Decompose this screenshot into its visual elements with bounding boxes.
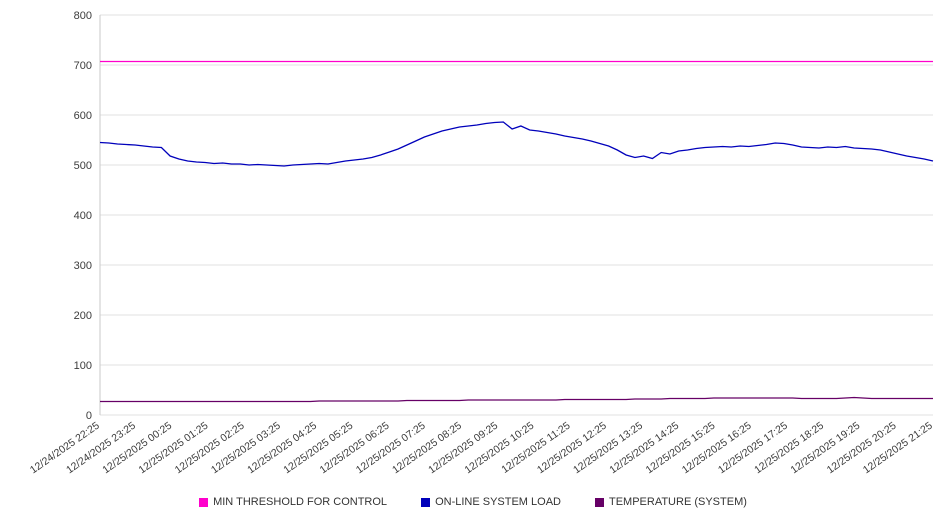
- y-tick-label: 700: [74, 60, 92, 72]
- legend-label: ON-LINE SYSTEM LOAD: [435, 496, 561, 508]
- y-tick-label: 600: [74, 110, 92, 122]
- y-tick-label: 200: [74, 310, 92, 322]
- legend-label: MIN THRESHOLD FOR CONTROL: [213, 496, 388, 508]
- chart-legend: MIN THRESHOLD FOR CONTROL ON-LINE SYSTEM …: [0, 490, 946, 514]
- legend-swatch-icon: [421, 497, 431, 507]
- legend-label: TEMPERATURE (SYSTEM): [608, 496, 747, 508]
- legend-swatch-icon: [199, 497, 209, 507]
- legend-item-temperature-system-[interactable]: TEMPERATURE (SYSTEM): [594, 496, 747, 508]
- y-tick-label: 100: [74, 360, 92, 372]
- legend-item-min-threshold-for-control[interactable]: MIN THRESHOLD FOR CONTROL: [199, 496, 387, 508]
- legend-swatch-icon: [594, 497, 604, 507]
- series-on-line-system-load: [99, 121, 934, 167]
- y-tick-label: 400: [74, 210, 92, 222]
- y-tick-label: 800: [74, 10, 92, 22]
- y-tick-label: 0: [86, 410, 92, 422]
- y-tick-label: 300: [74, 260, 92, 272]
- legend-item-on-line-system-load[interactable]: ON-LINE SYSTEM LOAD: [421, 496, 561, 508]
- series-temperature-system-: [100, 396, 933, 403]
- y-tick-label: 500: [74, 160, 92, 172]
